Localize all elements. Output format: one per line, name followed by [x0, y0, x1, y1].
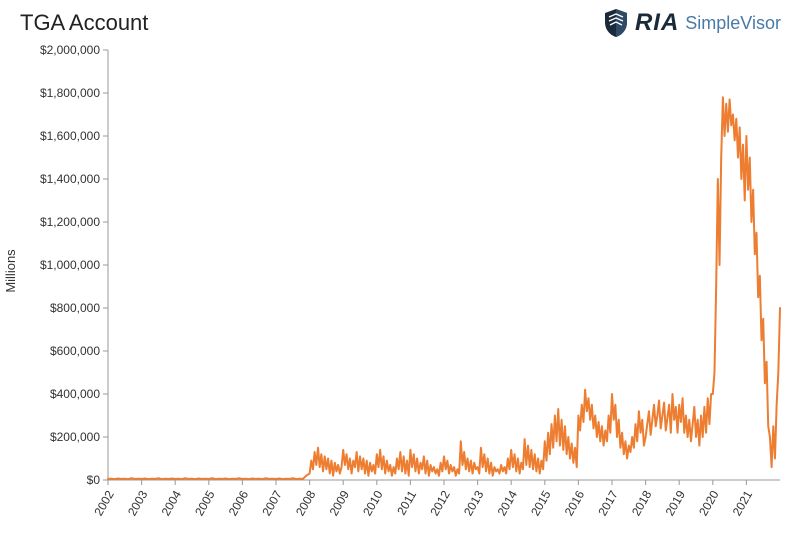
y-tick-label: $1,600,000 — [40, 129, 100, 143]
y-tick-label: $1,200,000 — [40, 215, 100, 229]
y-tick-label: $200,000 — [50, 430, 100, 444]
y-tick-label: $0 — [87, 473, 101, 487]
y-tick-label: $1,000,000 — [40, 258, 100, 272]
y-tick-label: $1,800,000 — [40, 86, 100, 100]
x-tick-label: 2017 — [595, 488, 621, 518]
y-tick-label: $1,400,000 — [40, 172, 100, 186]
y-tick-label: $800,000 — [50, 301, 100, 315]
x-tick-label: 2015 — [528, 488, 554, 518]
x-tick-label: 2010 — [360, 488, 386, 518]
x-tick-label: 2003 — [125, 488, 151, 518]
series-line — [108, 97, 780, 479]
x-tick-label: 2019 — [663, 488, 689, 518]
x-tick-label: 2012 — [427, 488, 453, 518]
x-tick-label: 2011 — [394, 488, 419, 518]
y-tick-label: $2,000,000 — [40, 43, 100, 57]
x-tick-label: 2014 — [495, 488, 521, 518]
x-tick-label: 2013 — [461, 488, 487, 518]
plot-svg: $0 $200,000 $400,000 $600,000 $800,000 $1,000… — [0, 0, 799, 541]
chart-container: TGA Account RIA SimpleVisor Millions $0$… — [0, 0, 799, 541]
x-tick-label: 2021 — [730, 488, 756, 518]
y-tick-label: $400,000 — [50, 387, 100, 401]
x-tick-label: 2005 — [192, 488, 218, 518]
x-tick-label: 2009 — [327, 488, 353, 518]
x-tick-label: 2016 — [562, 488, 588, 518]
y-tick-label: $600,000 — [50, 344, 100, 358]
x-tick-label: 2020 — [696, 488, 722, 518]
x-tick-label: 2002 — [91, 488, 117, 518]
x-tick-label: 2008 — [293, 488, 319, 518]
x-tick-label: 2006 — [226, 488, 252, 518]
x-tick-label: 2018 — [629, 488, 655, 518]
x-tick-label: 2007 — [259, 488, 285, 518]
x-tick-label: 2004 — [159, 488, 185, 518]
